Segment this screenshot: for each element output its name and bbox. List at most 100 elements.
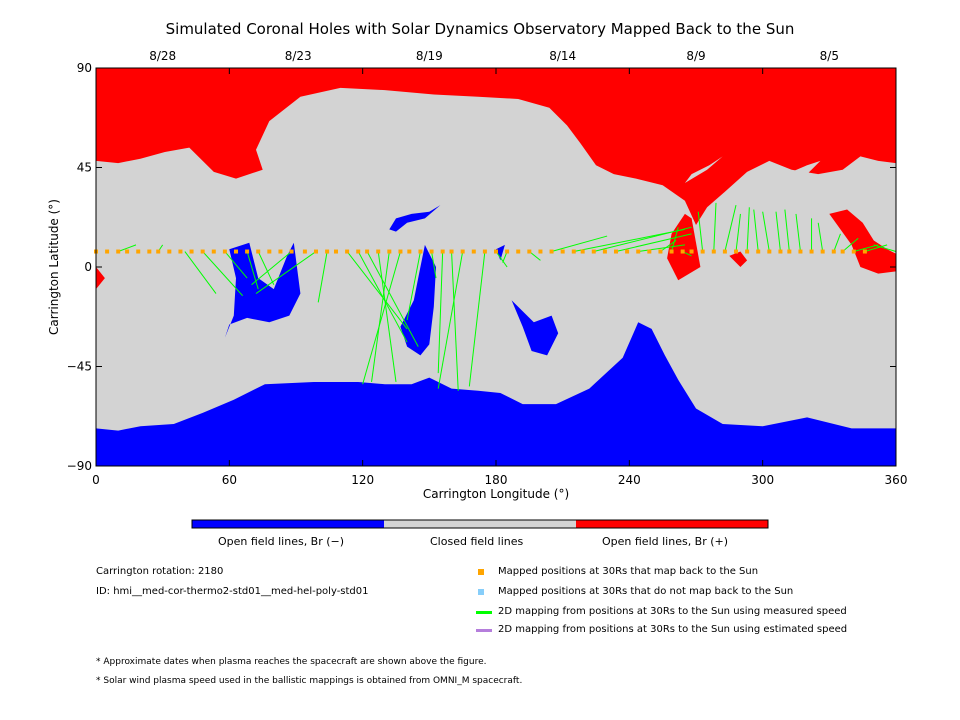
carrington-rotation: Carrington rotation: 2180 [96,566,224,577]
mapping-line [257,251,275,285]
footnote-speed-source: * Solar wind plasma speed used in the ba… [96,676,523,686]
mapped-point [289,249,294,254]
mapping-line [864,244,888,253]
mapping-line [735,213,741,252]
mapped-point [658,249,663,254]
legend-item-mapped-back: Mapped positions at 30Rs that map back t… [474,566,904,586]
mapped-point [840,249,845,254]
mapped-point [482,249,487,254]
legend-swatch-green-line [476,611,492,614]
mapped-point [636,249,641,254]
mapped-point [505,249,510,254]
legend-item-measured-speed: 2D mapping from positions at 30Rs to the… [474,606,904,624]
mapped-point [167,249,172,254]
mapped-point [387,249,392,254]
mapped-point [136,249,141,254]
colorbar-frame [191,519,769,529]
mapping-line [371,251,390,383]
mapping-line [784,209,790,252]
mapping-line [724,204,737,252]
mapping-line [362,251,401,385]
mapping-line [317,251,328,303]
date-tick-label: 8/9 [686,49,705,63]
footnote-dates: * Approximate dates when plasma reaches … [96,657,487,667]
mapped-point [325,249,330,254]
mapped-point [700,249,705,254]
mapped-point [356,249,361,254]
negative-coronal-hole [389,205,441,232]
positive-coronal-hole [829,209,896,274]
mapping-line [437,251,444,374]
mapped-point [722,249,727,254]
mapping-line [468,251,486,387]
x-tick-label: 120 [351,473,374,487]
colorbar-segment [384,520,576,528]
mapping-line [853,244,879,253]
mapped-point [787,249,792,254]
mapped-point [538,249,543,254]
legend-swatch-orange [478,569,484,575]
legend-item-not-mapped: Mapped positions at 30Rs that do not map… [474,586,904,606]
mapping-line [495,251,508,268]
mapped-point [745,249,750,254]
colorbar-label-open-positive: Open field lines, Br (+) [602,535,729,548]
mapping-line [246,251,259,290]
mapping-line [671,227,679,252]
colorbar-segment [192,520,384,528]
date-tick-label: 8/14 [549,49,576,63]
mapped-point [711,249,716,254]
mapped-point [302,249,307,254]
mapping-line [431,251,437,279]
date-tick-label: 8/5 [820,49,839,63]
mapped-point [862,249,867,254]
colorbar-label-closed: Closed field lines [430,535,524,548]
mapped-point [245,249,250,254]
mapped-point [614,249,618,254]
closed-field-island [684,156,723,183]
mapped-point [211,249,216,254]
mapping-line [377,251,397,383]
colorbar-label-open-negative: Open field lines, Br (−) [218,535,345,548]
legend-label: Mapped positions at 30Rs that map back t… [498,566,759,577]
closed-field-island [656,284,681,307]
axes: 0 60 120 180 240 300 360 −90 −45 0 45 90 8/28 8/23 8/1… [47,49,907,529]
date-tick-label: 8/23 [285,49,312,63]
mapping-line [593,226,692,253]
mapped-point [820,249,825,254]
mapped-point [669,249,674,254]
mapped-point [376,249,381,254]
legend-label: 2D mapping from positions at 30Rs to the… [498,606,847,617]
mapped-point [460,249,465,254]
mapped-point [345,249,350,254]
mapped-point [602,249,607,254]
mapping-line [184,251,217,294]
mapped-point [407,249,412,254]
mapped-point [105,249,110,254]
legend: Mapped positions at 30Rs that map back t… [474,566,904,642]
date-tick-label: 8/28 [149,49,176,63]
mapped-point [189,249,194,254]
mapping-line [775,211,781,252]
mapped-point [418,249,423,254]
negative-coronal-hole [496,244,505,261]
mapped-point [116,249,121,254]
mapping-line [451,251,459,391]
mapped-point [560,249,565,254]
positive-coronal-hole [667,213,701,281]
mapped-point [831,249,836,254]
mapped-point [178,249,183,254]
south-negative-polar-hole [96,322,896,466]
closed-field-island [784,160,821,183]
mapped-point [398,249,403,254]
mapping-line [551,235,608,253]
mapped-point [334,249,338,254]
chart-title: Simulated Coronal Holes with Solar Dynam… [165,20,795,38]
legend-label: Mapped positions at 30Rs that do not map… [498,586,794,597]
mapped-point [767,249,772,254]
mapped-point [549,249,554,254]
mapping-line [346,251,408,330]
mapped-point [778,249,783,254]
mapped-point [222,249,227,254]
mapping-line [366,251,419,347]
mapped-point [429,249,434,254]
